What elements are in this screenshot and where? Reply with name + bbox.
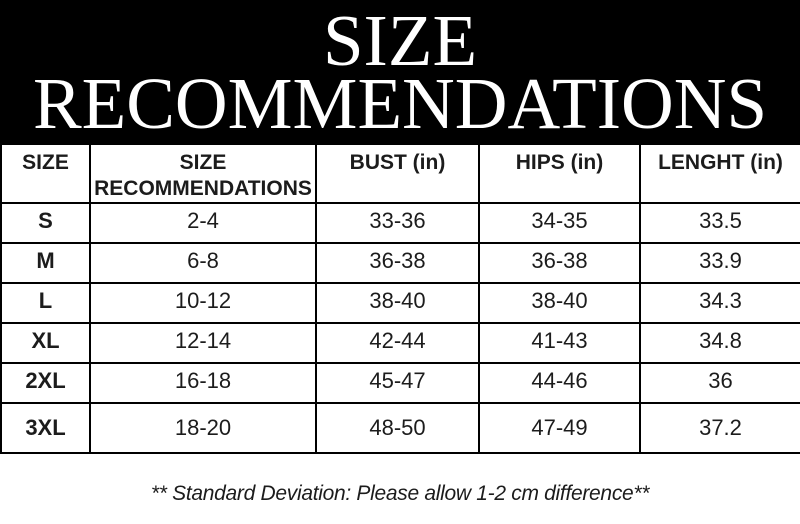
size-table-body: S 2-4 33-36 34-35 33.5 M 6-8 36-38 36-38 33.9 L 10-… [0, 202, 800, 454]
table-row: M 6-8 36-38 36-38 33.9 [0, 242, 800, 284]
column-header-length: LENGHT (in) [639, 143, 800, 204]
column-header-size: SIZE [0, 143, 91, 204]
cell-bust: 36-38 [315, 242, 480, 284]
cell-size: M [0, 242, 91, 284]
standard-deviation-note: ** Standard Deviation: Please allow 1-2 … [150, 481, 650, 505]
cell-bust: 38-40 [315, 282, 480, 324]
cell-length: 36 [639, 362, 800, 404]
table-row: XL 12-14 42-44 41-43 34.8 [0, 322, 800, 364]
size-recommendations-table: SIZE SIZE RECOMMENDATIONS BUST (in) HIPS… [0, 143, 800, 454]
cell-bust: 42-44 [315, 322, 480, 364]
cell-recommendation: 18-20 [89, 402, 317, 454]
cell-size: L [0, 282, 91, 324]
cell-hips: 38-40 [478, 282, 641, 324]
table-header: SIZE SIZE RECOMMENDATIONS BUST (in) HIPS… [0, 143, 800, 204]
size-chart-banner: SIZE RECOMMENDATIONS [0, 0, 800, 143]
cell-recommendation: 16-18 [89, 362, 317, 404]
cell-recommendation: 10-12 [89, 282, 317, 324]
table-row: L 10-12 38-40 38-40 34.3 [0, 282, 800, 324]
cell-length: 33.5 [639, 202, 800, 244]
cell-size: 3XL [0, 402, 91, 454]
cell-hips: 34-35 [478, 202, 641, 244]
cell-bust: 33-36 [315, 202, 480, 244]
cell-length: 33.9 [639, 242, 800, 284]
cell-recommendation: 6-8 [89, 242, 317, 284]
cell-recommendation: 2-4 [89, 202, 317, 244]
table-header-row: SIZE SIZE RECOMMENDATIONS BUST (in) HIPS… [0, 143, 800, 204]
cell-recommendation: 12-14 [89, 322, 317, 364]
cell-hips: 47-49 [478, 402, 641, 454]
banner-title-line-1: SIZE [322, 0, 478, 81]
table-row: 2XL 16-18 45-47 44-46 36 [0, 362, 800, 404]
cell-hips: 36-38 [478, 242, 641, 284]
column-header-hips: HIPS (in) [478, 143, 641, 204]
cell-hips: 41-43 [478, 322, 641, 364]
cell-bust: 48-50 [315, 402, 480, 454]
cell-length: 37.2 [639, 402, 800, 454]
table-row: 3XL 18-20 48-50 47-49 37.2 [0, 402, 800, 454]
cell-hips: 44-46 [478, 362, 641, 404]
cell-length: 34.3 [639, 282, 800, 324]
banner-title-line-2: RECOMMENDATIONS [32, 62, 768, 144]
cell-size: 2XL [0, 362, 91, 404]
cell-bust: 45-47 [315, 362, 480, 404]
column-header-size-recommendations: SIZE RECOMMENDATIONS [89, 143, 317, 204]
cell-size: XL [0, 322, 91, 364]
table-row: S 2-4 33-36 34-35 33.5 [0, 202, 800, 244]
cell-length: 34.8 [639, 322, 800, 364]
cell-size: S [0, 202, 91, 244]
column-header-bust: BUST (in) [315, 143, 480, 204]
